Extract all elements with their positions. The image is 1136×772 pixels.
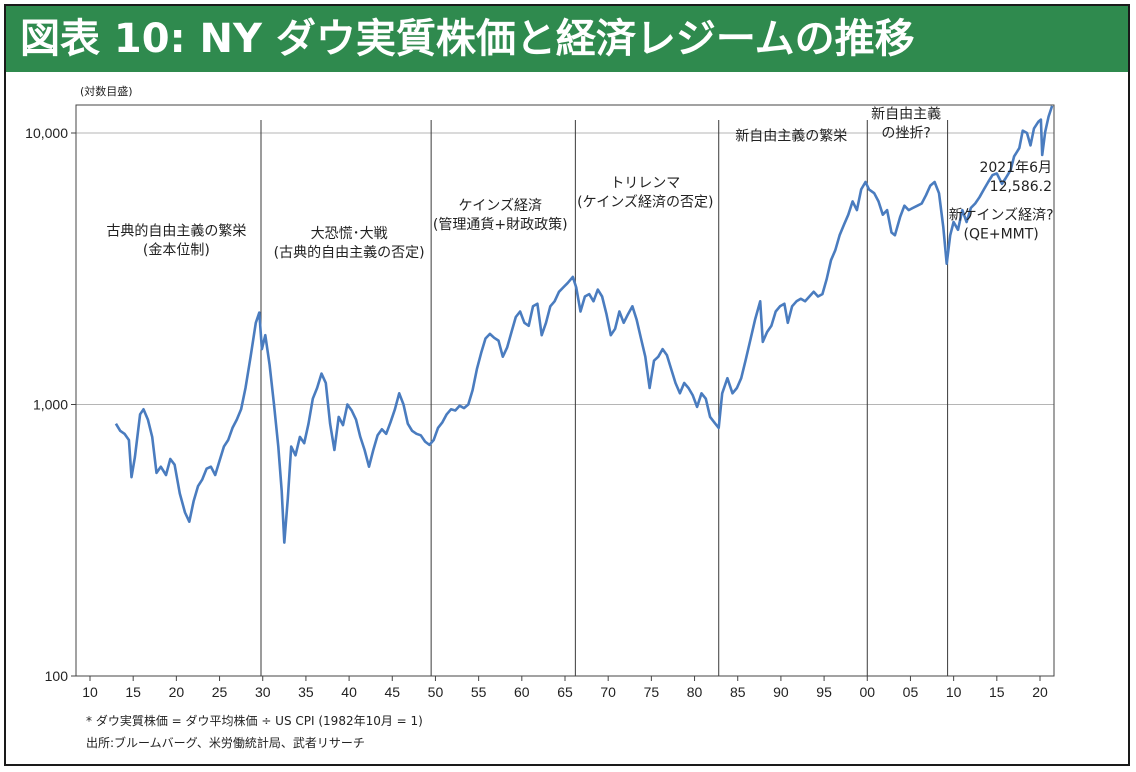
x-tick-label-6: 40 (341, 684, 357, 700)
x-tick-label-15: 85 (730, 684, 746, 700)
x-tick-label-14: 80 (687, 684, 703, 700)
x-tick-label-8: 50 (428, 684, 444, 700)
regime-label-1-line-1: (古典的自由主義の否定) (274, 244, 425, 261)
chart-title: 図表 10: NY ダウ実質株価と経済レジームの推移 (6, 6, 1128, 72)
series-line-real-dow (114, 105, 1054, 544)
x-tick-label-17: 95 (816, 684, 832, 700)
x-tick-label-4: 30 (255, 684, 271, 700)
last-point-label-line-1: 12,586.2 (990, 179, 1052, 195)
x-tick-label-22: 20 (1032, 684, 1048, 700)
x-tick-label-10: 60 (514, 684, 530, 700)
footnote-definition: * ダウ実質株価 = ダウ平均株価 ÷ US CPI (1982年10月 = 1… (86, 713, 423, 728)
last-point-label-line-0: 2021年6月 (979, 160, 1052, 176)
plot-border (75, 104, 1055, 677)
series-layer (114, 105, 1054, 544)
regime-label-6-line-0: 新ケインズ経済? (949, 208, 1054, 224)
y-unit-label: (対数目盛) (80, 84, 133, 98)
x-tick-label-9: 55 (471, 684, 487, 700)
x-tick-label-0: 10 (82, 684, 98, 700)
y-tick-label-1: 1,000 (33, 397, 68, 413)
regime-label-2-line-0: ケインズ経済 (459, 198, 542, 214)
footnote-source: 出所:ブルームバーグ、米労働統計局、武者リサーチ (86, 735, 365, 750)
grid-layer (76, 132, 1054, 405)
x-tick-label-12: 70 (600, 684, 616, 700)
regime-divider-layer (260, 120, 949, 676)
regime-label-0-line-0: 古典的自由主義の繁栄 (106, 222, 246, 239)
x-tick-label-21: 15 (989, 684, 1005, 700)
x-tick-label-11: 65 (557, 684, 573, 700)
regime-label-6-line-1: (QE+MMT) (964, 227, 1039, 243)
x-tick-label-13: 75 (644, 684, 660, 700)
x-tick-label-5: 35 (298, 684, 314, 700)
y-tick-label-0: 100 (45, 668, 69, 684)
x-tick-label-3: 25 (212, 684, 228, 700)
regime-label-5-line-1: の挫折? (881, 126, 930, 142)
annotation-layer: 古典的自由主義の繁栄 (金本位制) 大恐慌･大戦 (古典的自由主義の否定) ケインズ経済… (106, 106, 1053, 262)
tick-layer: 100 1,000 10,000 10 15 20 25 30 35 40 45 50 55 60 65 70… (25, 125, 1048, 700)
regime-label-1-line-0: 大恐慌･大戦 (311, 226, 388, 242)
x-tick-label-2: 20 (169, 684, 185, 700)
y-tick-label-2: 10,000 (25, 125, 68, 141)
x-tick-label-18: 00 (859, 684, 875, 700)
regime-label-4-line-0: 新自由主義の繁栄 (735, 127, 847, 144)
regime-label-3-line-1: (ケインズ経済の否定) (577, 194, 713, 210)
regime-label-5-line-0: 新自由主義 (871, 106, 941, 123)
x-tick-label-19: 05 (903, 684, 919, 700)
x-tick-label-1: 15 (125, 684, 141, 700)
regime-label-2-line-1: (管理通貨+財政政策) (433, 216, 568, 233)
regime-label-3-line-0: トリレンマ (610, 175, 680, 191)
x-tick-label-7: 45 (384, 684, 400, 700)
chart-frame: 図表 10: NY ダウ実質株価と経済レジームの推移 (4, 4, 1130, 766)
x-tick-label-16: 90 (773, 684, 789, 700)
regime-label-0-line-1: (金本位制) (143, 242, 210, 258)
x-tick-label-20: 10 (946, 684, 962, 700)
